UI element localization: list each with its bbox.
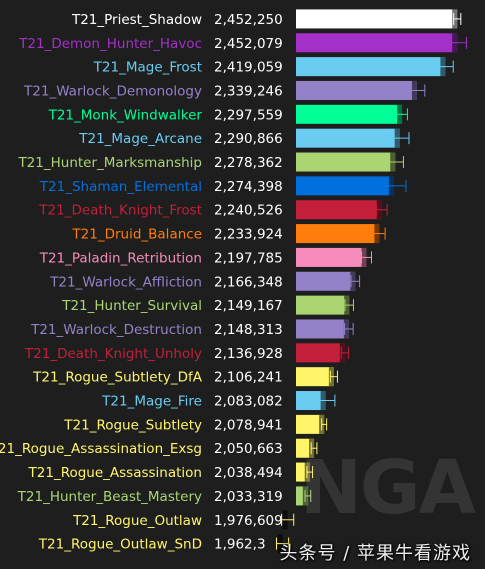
spec-label: T21_Warlock_Demonology <box>23 83 202 99</box>
bar <box>296 414 325 434</box>
bar <box>296 391 326 411</box>
bar <box>296 176 394 196</box>
dps-value-label: 2,297,559 <box>214 107 283 123</box>
spec-label: T21_Paladin_Retribution <box>39 250 202 266</box>
dps-value-label: 2,148,313 <box>214 322 283 338</box>
spec-label: T21_Rogue_Outlaw_SnD <box>38 537 202 553</box>
dps-value-label: 2,106,241 <box>214 370 283 386</box>
bar <box>296 57 446 77</box>
dps-value-label: 2,083,082 <box>214 394 283 410</box>
spec-label: T21_Rogue_Outlaw <box>72 513 202 529</box>
spec-label: T21_Rogue_Subtlety_DfA <box>32 370 203 386</box>
dps-value-label: 2,149,167 <box>214 298 283 314</box>
bar <box>296 128 400 148</box>
dps-value-label: 2,033,319 <box>214 489 283 505</box>
dps-value-label: 2,290,866 <box>214 131 283 147</box>
bar <box>296 104 403 124</box>
dps-value-label: 2,050,663 <box>214 441 283 457</box>
spec-label: T21_Rogue_Subtlety <box>63 417 202 433</box>
spec-label: T21_Rogue_Assassination <box>28 465 202 481</box>
dps-value-label: 2,278,362 <box>214 155 283 171</box>
spec-label: T21_Demon_Hunter_Havoc <box>18 36 202 52</box>
spec-label: T21_Shaman_Elemental <box>39 179 202 195</box>
bar <box>296 486 308 506</box>
spec-label: T21_Hunter_Survival <box>61 298 202 314</box>
dps-value-label: 2,339,246 <box>214 83 283 99</box>
bar <box>296 152 396 172</box>
spec-label: T21_Death_Knight_Unholy <box>24 346 202 362</box>
dps-value-label: 1,962,3 <box>214 537 266 553</box>
spec-label: T21_Mage_Arcane <box>78 131 202 147</box>
spec-label: T21_Druid_Balance <box>71 227 202 243</box>
bar <box>296 33 458 53</box>
watermark-text: 头条号 / 苹果牛看游戏 <box>279 543 471 564</box>
dps-value-label: 2,240,526 <box>214 203 283 219</box>
dps-value-label: 2,233,924 <box>214 227 283 243</box>
dps-value-label: 1,976,609 <box>214 513 283 529</box>
dps-value-label: 2,197,785 <box>214 250 283 266</box>
bar <box>296 343 345 363</box>
spec-label: T21_Warlock_Destruction <box>30 322 202 338</box>
bar <box>296 367 334 387</box>
dps-value-label: 2,452,250 <box>214 12 283 28</box>
bar <box>296 271 356 291</box>
bar <box>296 319 349 339</box>
spec-label: T21_Monk_Windwalker <box>48 107 203 123</box>
bar <box>296 295 350 315</box>
spec-label: T21_Death_Knight_Frost <box>38 203 202 219</box>
dps-value-label: 2,452,079 <box>214 36 283 52</box>
dps-value-label: 2,078,941 <box>214 417 283 433</box>
bar <box>296 247 367 267</box>
dps-value-label: 2,274,398 <box>214 179 283 195</box>
dps-value-label: 2,038,494 <box>214 465 283 481</box>
spec-label: T21_Rogue_Assassination_Exsg <box>0 441 202 457</box>
dps-value-label: 2,166,348 <box>214 274 283 290</box>
spec-label: T21_Mage_Fire <box>101 394 202 410</box>
spec-label: T21_Priest_Shadow <box>71 12 202 28</box>
dps-value-label: 2,136,928 <box>214 346 283 362</box>
spec-label: T21_Hunter_Marksmanship <box>17 155 202 171</box>
spec-label: T21_Mage_Frost <box>93 60 202 76</box>
bar <box>296 80 417 100</box>
bar <box>296 200 382 220</box>
spec-label: T21_Warlock_Affliction <box>49 274 202 290</box>
bar <box>296 224 380 244</box>
bar <box>296 9 458 29</box>
dps-value-label: 2,419,059 <box>214 60 283 76</box>
spec-label: T21_Hunter_Beast_Mastery <box>17 489 202 505</box>
